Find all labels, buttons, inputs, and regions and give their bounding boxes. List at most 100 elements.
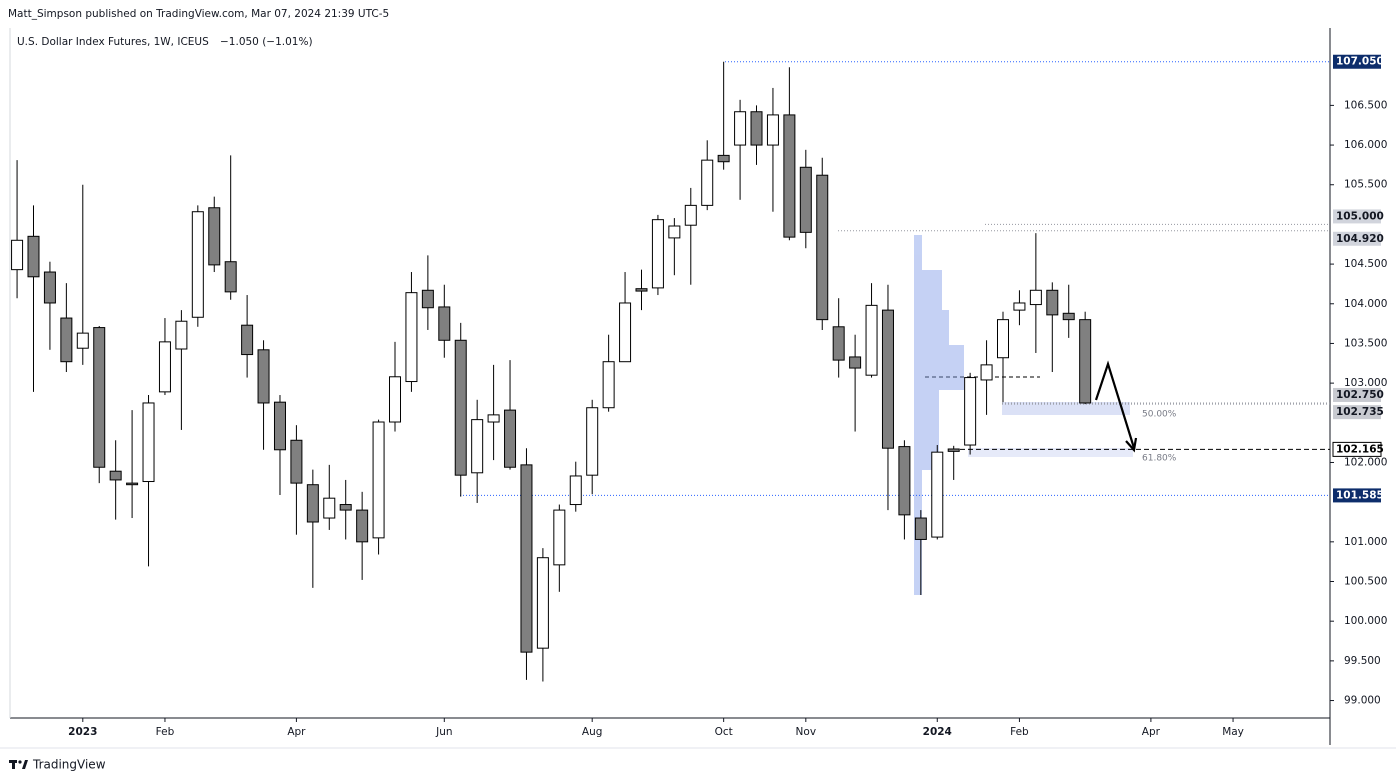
candle-body (569, 475, 582, 506)
candle-body (881, 309, 894, 449)
y-tick-label: 105.500 (1344, 179, 1387, 191)
price-tag-label: 107.050 (1336, 56, 1384, 68)
candle-body (76, 332, 89, 349)
candle-body (339, 504, 352, 511)
candle-body (142, 402, 155, 483)
publisher-line: Matt_Simpson published on TradingView.co… (8, 8, 389, 20)
x-tick-label: Feb (1010, 726, 1029, 738)
plot-area: 106.500 106.000 105.500 104.500 104.000 103.5… (11, 54, 1387, 738)
candle-body (487, 414, 500, 423)
candle-body (980, 364, 993, 381)
candle-body (438, 306, 451, 341)
fib-label: 61.80% (1142, 454, 1177, 464)
candle-body (1046, 289, 1059, 316)
y-tick-label: 99.500 (1344, 655, 1381, 667)
candle-body (750, 111, 763, 146)
candle-body (208, 207, 221, 266)
candle-body (43, 271, 56, 304)
candle-body (60, 317, 73, 363)
candle-body (684, 204, 697, 226)
candle-body (1029, 289, 1042, 306)
candle-body (504, 409, 517, 468)
candle-body (602, 361, 615, 409)
price-tag (1333, 387, 1381, 402)
candle-body (421, 289, 434, 309)
candle-body (668, 225, 681, 239)
candle-body (290, 439, 303, 484)
y-tick-label: 99.000 (1344, 695, 1381, 707)
candle-body (996, 319, 1009, 359)
y-tick-label: 102.000 (1344, 456, 1387, 468)
x-tick-label: Feb (156, 726, 175, 738)
candle-body (158, 341, 171, 393)
candle-body (11, 239, 24, 271)
candle-body (931, 451, 944, 538)
candle-body (306, 484, 319, 523)
y-tick-label: 104.500 (1344, 258, 1387, 270)
candle-body (701, 159, 714, 206)
candle-body (536, 557, 549, 649)
price-tag-label: 105.000 (1336, 210, 1384, 222)
price-tag (1333, 488, 1381, 503)
candle-body (766, 114, 779, 146)
candle-body (520, 464, 533, 653)
y-tick-label: 103.000 (1344, 377, 1387, 389)
candle-body (372, 421, 385, 539)
candle-body (651, 219, 664, 289)
candle-body (717, 154, 730, 163)
x-tick-label: Oct (715, 726, 733, 738)
candle-body (241, 324, 254, 356)
candle-body (619, 302, 632, 363)
price-tag-label: 104.920 (1336, 233, 1384, 245)
candle-body (1079, 319, 1092, 404)
projection-arrow (1094, 360, 1136, 449)
candle-body (865, 304, 878, 376)
y-tick-label: 101.000 (1344, 536, 1387, 548)
price-change: −1.050 (−1.01%) (220, 36, 313, 48)
candle-body (323, 497, 336, 519)
arrow-head (1125, 437, 1138, 453)
x-tick-label: May (1222, 726, 1244, 738)
candle-body (783, 114, 796, 238)
candle-body (947, 448, 960, 452)
price-tag-label: 102.165 (1336, 443, 1384, 455)
candle-body (356, 509, 369, 543)
x-tick-label: Nov (796, 726, 817, 738)
candle-body (126, 482, 139, 486)
candle-body (553, 509, 566, 566)
candle-body (191, 211, 204, 318)
candle-body (849, 356, 862, 369)
candle-body (224, 261, 237, 293)
candle-body (93, 327, 106, 468)
candle-body (175, 320, 188, 350)
candle-body (257, 349, 270, 404)
price-tag-label: 102.735 (1336, 406, 1384, 418)
candle-body (405, 292, 418, 383)
brand-logo (9, 760, 28, 769)
candle-body (27, 235, 40, 278)
candle-body (454, 339, 467, 476)
price-tag (1332, 441, 1382, 457)
x-tick-label: 2023 (68, 726, 97, 738)
x-tick-label: 2024 (923, 726, 952, 738)
y-tick-label: 104.000 (1344, 298, 1387, 310)
candle-body (914, 517, 927, 540)
candle-body (109, 470, 122, 481)
chart-title: U.S. Dollar Index Futures, 1W, ICEUS (17, 36, 209, 48)
x-tick-label: Apr (1142, 726, 1161, 738)
candle-body (389, 376, 402, 423)
price-tag-label: 101.585 (1336, 489, 1384, 501)
candle-body (471, 419, 484, 474)
candle-body (586, 407, 599, 476)
price-tag-label: 102.750 (1336, 389, 1384, 401)
y-tick-label: 106.500 (1344, 99, 1387, 111)
candle-body (273, 401, 286, 451)
y-tick-label: 106.000 (1344, 139, 1387, 151)
price-tag (1333, 231, 1381, 246)
fib-zone (1002, 402, 1130, 415)
x-tick-label: Aug (582, 726, 603, 738)
candle-body (635, 288, 648, 292)
price-tag (1333, 405, 1381, 420)
candle-body (816, 174, 829, 321)
